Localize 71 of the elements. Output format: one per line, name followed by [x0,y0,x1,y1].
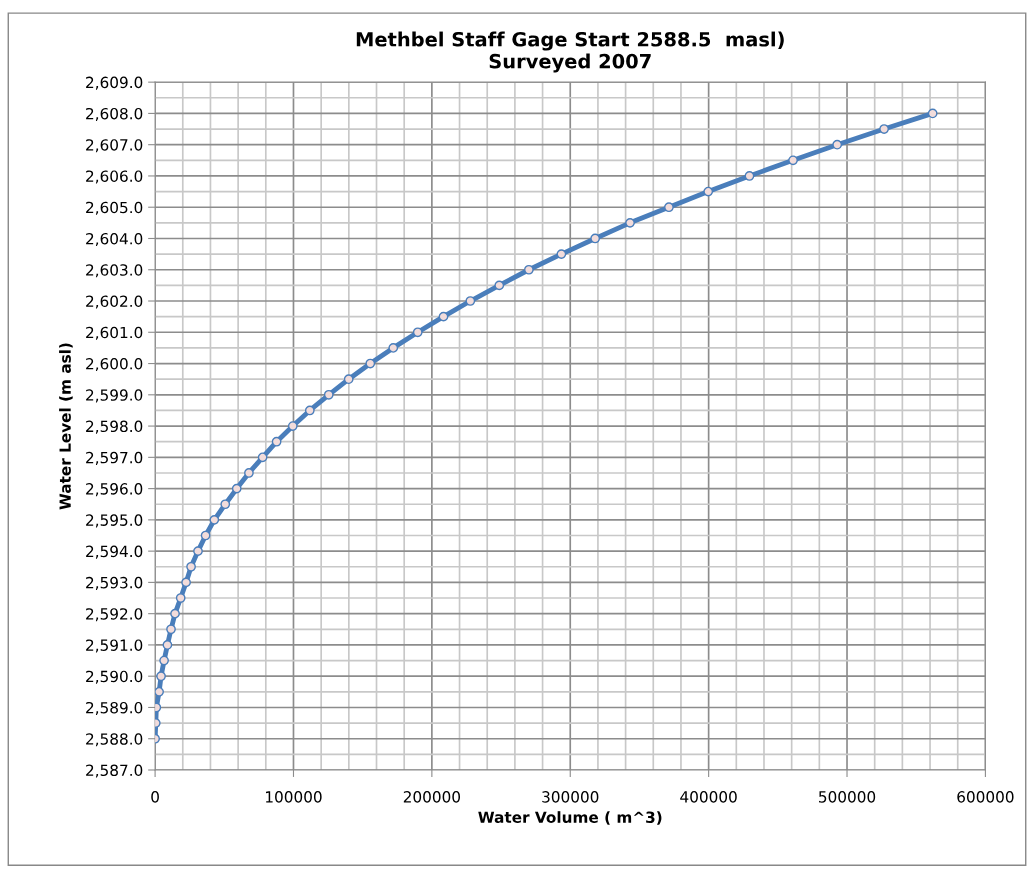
point [175,593,186,603]
y-tick-label: 2,603.0 [86,264,143,278]
point [181,577,191,588]
point [271,436,282,447]
y-tick-label: 2,609.0 [86,76,143,90]
point [200,530,211,541]
point [287,421,298,431]
y-tick-label: 2,595.0 [86,514,143,528]
point [244,468,254,478]
point [388,343,399,353]
x-axis-title: Water Volume ( m^3) [478,811,662,825]
x-tick-label: 600000 [957,791,1014,803]
point [186,561,196,572]
y-tick-label: 2,600.0 [86,358,143,372]
point [170,608,180,619]
x-tick-label: 400000 [680,791,737,803]
x-tick-label: 500000 [819,791,876,803]
point [304,405,315,416]
point [162,640,173,650]
x-tick-label: 100000 [266,791,322,803]
y-tick-label: 2,601.0 [86,326,143,340]
point [703,186,714,197]
point [788,155,798,166]
point [494,280,505,291]
point [159,655,169,666]
x-tick-label: 0 [151,791,159,803]
y-tick-label: 2,589.0 [86,701,143,716]
point [625,217,635,228]
point [209,515,220,525]
point [664,202,674,213]
point [438,311,449,322]
y-tick-label: 2,596.0 [86,483,143,497]
chart-title: Methbel Staff Gage Start 2588.5 masl) Surveyed 2007 [356,31,784,73]
point [412,327,423,338]
point [465,296,476,306]
y-tick-label: 2,588.0 [86,733,143,747]
point [365,358,376,369]
point [879,124,889,134]
y-tick-label: 2,604.0 [86,232,143,247]
point [166,624,176,635]
point [927,108,938,119]
point [744,171,755,181]
x-tick-label: 300000 [542,791,599,803]
point [193,546,203,556]
y-tick-label: 2,598.0 [86,420,143,434]
y-axis-title: Water Level (m asl) [59,343,73,510]
point [556,249,567,259]
y-tick-label: 2,593.0 [86,576,143,590]
y-tick-label: 2,607.0 [86,139,143,153]
point [155,686,164,697]
y-tick-label: 2,606.0 [86,170,143,184]
point [524,264,534,275]
point [832,139,843,150]
y-tick-label: 2,599.0 [86,389,143,403]
point [323,389,334,400]
y-tick-label: 2,592.0 [86,608,143,622]
point [231,483,242,494]
y-tick-label: 2,605.0 [86,201,143,215]
y-tick-label: 2,587.0 [86,764,143,778]
y-tick-label: 2,602.0 [86,295,143,309]
point [590,233,601,244]
point [220,499,231,510]
point [156,671,166,682]
x-tick-label: 200000 [403,791,461,803]
y-tick-label: 2,594.0 [86,545,143,559]
y-tick-label: 2,597.0 [86,451,143,465]
point [343,374,354,385]
y-tick-label: 2,590.0 [86,670,143,684]
point [257,452,268,463]
y-tick-label: 2,591.0 [86,639,143,653]
y-tick-label: 2,608.0 [86,107,143,121]
